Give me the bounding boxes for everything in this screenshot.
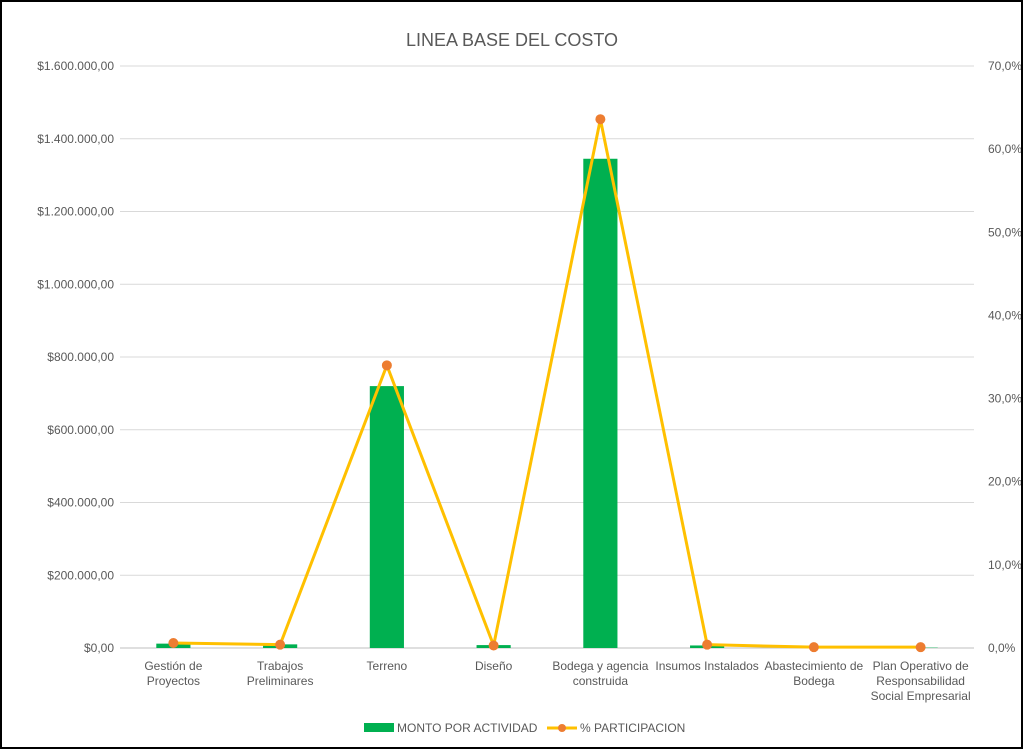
x-tick-label-line: Social Empresarial [871,689,971,703]
line-point [702,639,713,650]
y-tick-label: $400.000,00 [47,496,114,510]
x-tick-label-line: Abastecimiento de [765,659,864,673]
y-tick-label: $1.400.000,00 [37,132,114,146]
y-axis-right: 0,0% 10,0% 20,0% 30,0% 40,0% 50,0% 60,0% 70,0% [988,59,1021,655]
x-tick-label-line: Diseño [475,659,513,673]
x-tick-label: Insumos Instalados [655,659,758,673]
y2-tick-label: 10,0% [988,558,1021,572]
x-tick-label-line: Bodega y agencia [552,659,648,673]
y2-tick-label: 0,0% [988,641,1016,655]
y2-tick-label: 40,0% [988,308,1021,322]
x-tick-label: Abastecimiento de Bodega [765,659,864,688]
line-point [275,639,286,650]
x-tick-label: Terreno [367,659,408,673]
x-tick-label-line: Proyectos [147,674,200,688]
y2-tick-label: 30,0% [988,392,1021,406]
legend-swatch-marker [558,724,566,732]
x-tick-label-line: Preliminares [247,674,314,688]
y-tick-label: $600.000,00 [47,423,114,437]
y-tick-label: $200.000,00 [47,568,114,582]
x-tick-label-line: Insumos Instalados [655,659,758,673]
y-axis-left: $0,00 $200.000,00 $400.000,00 $600.000,00 $8… [37,59,114,655]
bar [369,386,404,648]
x-tick-label: Gestión de Proyectos [144,659,202,688]
y-tick-label: $1.000.000,00 [37,277,114,291]
x-tick-label: Trabajos Preliminares [247,659,314,688]
line-point [915,642,926,653]
bar [583,158,618,648]
line-point [381,360,392,371]
y2-tick-label: 70,0% [988,59,1021,73]
y2-tick-label: 60,0% [988,142,1021,156]
x-tick-label: Plan Operativo de Responsabilidad Social E… [871,659,971,703]
x-tick-label-line: Plan Operativo de [873,659,969,673]
line-point [488,640,499,651]
line-series [168,114,926,653]
x-tick-label: Diseño [475,659,513,673]
x-tick-label-line: Trabajos [257,659,303,673]
legend: MONTO POR ACTIVIDAD % PARTICIPACION [364,721,685,735]
y-tick-label: $800.000,00 [47,350,114,364]
x-tick-label: Bodega y agencia construida [552,659,648,688]
chart-title: LINEA BASE DEL COSTO [406,30,618,50]
legend-label: % PARTICIPACION [580,721,685,735]
x-tick-label-line: construida [573,674,629,688]
y2-tick-label: 50,0% [988,225,1021,239]
legend-swatch-bar [364,723,394,732]
y-tick-label: $1.600.000,00 [37,59,114,73]
y-tick-label: $0,00 [84,641,114,655]
series-line [173,117,921,649]
y2-tick-label: 20,0% [988,475,1021,489]
y-tick-label: $1.200.000,00 [37,205,114,219]
x-tick-label-line: Gestión de [144,659,202,673]
x-tick-label-line: Terreno [367,659,408,673]
x-tick-label-line: Bodega [793,674,835,688]
x-tick-label-line: Responsabilidad [876,674,965,688]
bar-series [156,158,938,648]
gridlines [120,65,974,649]
line-point [595,114,606,125]
line-point [168,638,179,649]
line-point [808,642,819,653]
legend-label: MONTO POR ACTIVIDAD [397,721,538,735]
